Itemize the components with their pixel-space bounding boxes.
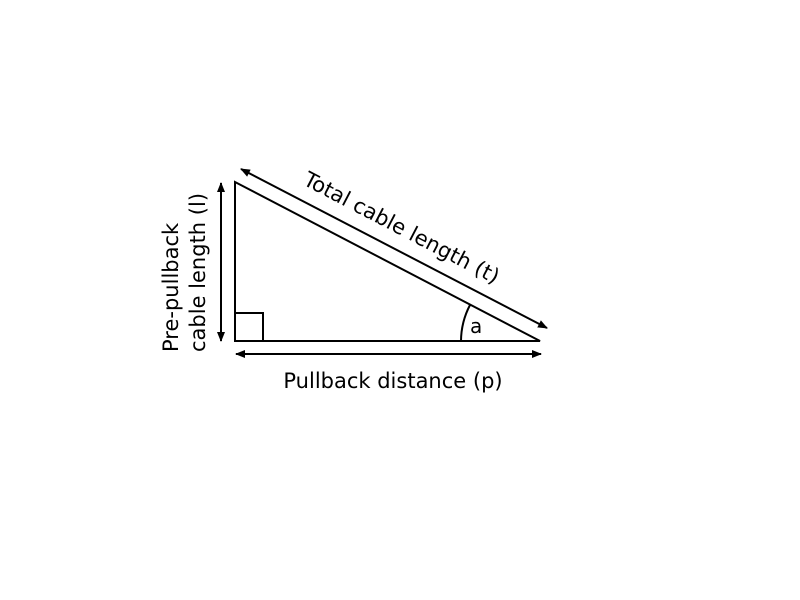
right-angle-marker — [234, 312, 264, 342]
hypotenuse-label: Total cable length (t) — [299, 167, 504, 289]
base-label: Pullback distance (p) — [283, 369, 502, 393]
vertical-label-line2: cable length (l) — [186, 193, 210, 352]
right-triangle — [234, 180, 541, 342]
angle-arc — [460, 304, 471, 342]
hypotenuse-arrow — [240, 168, 548, 329]
vertical-label-line1: Pre-pullback — [159, 222, 183, 352]
angle-label: a — [470, 314, 482, 338]
